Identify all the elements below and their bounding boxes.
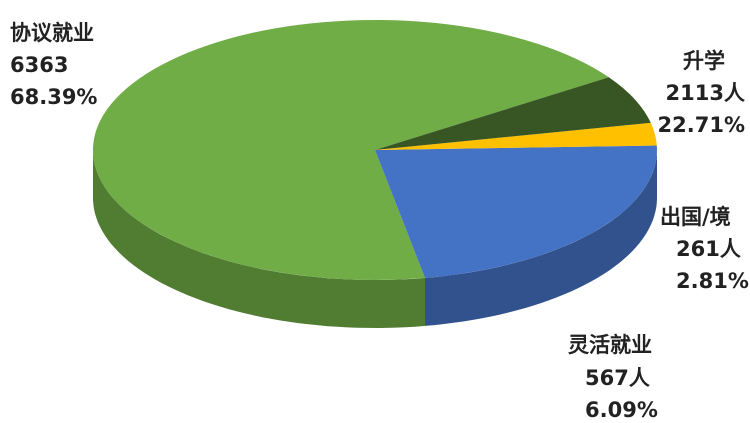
data-label-category: 协议就业: [10, 21, 94, 45]
data-label-percent: 6.09%: [585, 398, 658, 422]
data-label-value: 261人: [676, 237, 741, 261]
data-label-category: 灵活就业: [568, 333, 652, 357]
data-label-chuguo: 出国/境 261人 2.81%: [660, 205, 749, 293]
data-label-value: 2113人: [666, 81, 745, 105]
pie-side-0: [93, 152, 425, 328]
data-label-value: 567人: [585, 366, 650, 390]
data-label-linghuo: 灵活就业 567人 6.09%: [568, 333, 658, 422]
pie-slice-2: [375, 122, 657, 150]
data-label-category: 升学: [683, 49, 725, 73]
pie-slice-3: [375, 77, 651, 150]
data-label-category: 出国/境: [660, 205, 731, 229]
pie-side-1: [425, 150, 657, 326]
pie-slices: [92, 19, 657, 328]
data-label-shengxue: 升学 2113人 22.71%: [658, 49, 745, 137]
data-label-xieyi: 协议就业 6363 68.39%: [10, 21, 97, 109]
data-label-percent: 68.39%: [10, 85, 97, 109]
data-label-percent: 2.81%: [676, 269, 749, 293]
pie-slice-1: [375, 145, 657, 278]
pie-slice-0: [92, 19, 609, 280]
data-label-value: 6363: [10, 53, 68, 77]
data-label-percent: 22.71%: [658, 113, 745, 137]
